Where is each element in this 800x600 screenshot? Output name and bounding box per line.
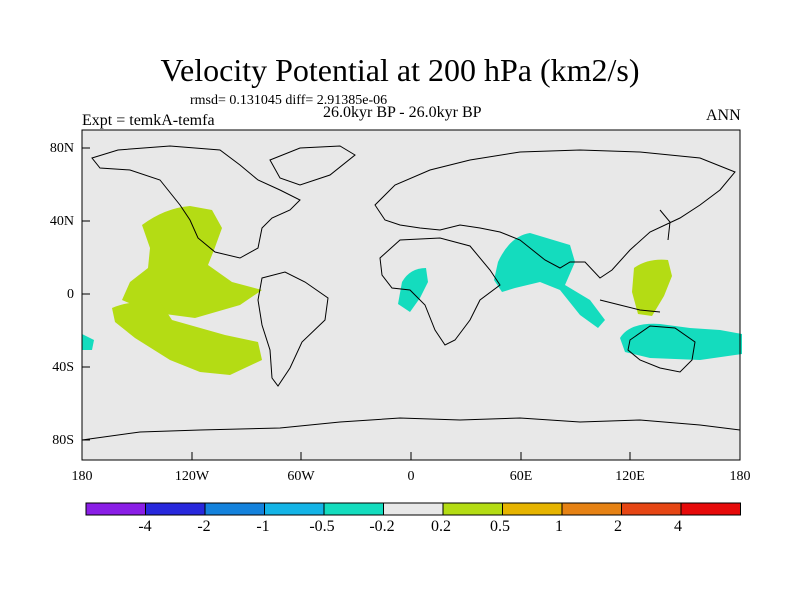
- colorbar-box: [442, 502, 503, 516]
- colorbar-label: 2: [614, 518, 622, 535]
- colorbar-box: [323, 502, 384, 516]
- lon-label: 120W: [174, 469, 210, 484]
- colorbar-label: 0.5: [490, 518, 510, 535]
- coastline-indonesia: [599, 299, 661, 313]
- period-label: 26.0kyr BP - 26.0kyr BP: [323, 104, 482, 121]
- positive-region-maritime-continent: [632, 259, 672, 316]
- coastline-japan: [659, 209, 671, 241]
- positive-anomaly-regions: [112, 206, 672, 375]
- lat-label: 40N: [49, 214, 74, 229]
- lat-label: 80S: [52, 433, 74, 448]
- colorbar-label: 4: [674, 518, 682, 535]
- coastline-greenland: [269, 145, 356, 186]
- coastline-north-america: [91, 145, 301, 259]
- positive-region-east-pacific: [122, 206, 262, 318]
- colorbar-box: [204, 502, 265, 516]
- colorbar-box: [145, 502, 206, 516]
- colorbar-label: -1: [256, 518, 270, 535]
- lon-label: 120E: [615, 469, 645, 484]
- colorbar-box: [502, 502, 563, 516]
- lat-label: 40S: [52, 360, 74, 375]
- colorbar-box: [85, 502, 146, 516]
- lat-label: 0: [67, 287, 74, 302]
- negative-region-west-edge: [82, 334, 94, 350]
- negative-anomaly-regions: [82, 233, 742, 360]
- colorbar: [85, 502, 741, 516]
- colorbar-box: [561, 502, 622, 516]
- colorbar-box: [680, 502, 741, 516]
- lat-label: 80N: [49, 141, 74, 156]
- negative-region-australia-pacific: [620, 323, 742, 360]
- coastline-antarctica: [81, 417, 741, 441]
- positive-region-south-pacific-band: [112, 301, 262, 375]
- lon-label: 180: [71, 469, 93, 484]
- map-title: Velocity Potential at 200 hPa (km2/s): [160, 52, 640, 88]
- colorbar-label: 0.2: [431, 518, 451, 535]
- colorbar-label: 1: [555, 518, 563, 535]
- colorbar-label: -0.5: [309, 518, 335, 535]
- coastline-australia: [627, 325, 696, 373]
- colorbar-box: [621, 502, 682, 516]
- colorbar-label: -2: [197, 518, 211, 535]
- lon-label: 0: [407, 469, 415, 484]
- coastlines: [81, 145, 741, 441]
- experiment-label: Expt = temkA-temfa: [82, 112, 215, 129]
- rmsd-diff-stats: rmsd= 0.131045 diff= 2.91385e-06: [190, 93, 388, 108]
- negative-region-west-africa: [398, 268, 428, 312]
- colorbar-box: [383, 502, 444, 516]
- coastline-eurasia: [374, 149, 736, 279]
- colorbar-label: -4: [138, 518, 152, 535]
- colorbar-label: -0.2: [369, 518, 395, 535]
- colorbar-box: [264, 502, 325, 516]
- coastline-south-america: [257, 271, 329, 387]
- lon-label: 60W: [287, 469, 315, 484]
- axis-ticks: [81, 147, 741, 460]
- lon-label: 180: [729, 469, 751, 484]
- negative-region-india-arabia: [494, 233, 605, 328]
- lon-label: 60E: [509, 469, 533, 484]
- coastline-africa: [379, 237, 501, 346]
- season-label: ANN: [706, 107, 741, 124]
